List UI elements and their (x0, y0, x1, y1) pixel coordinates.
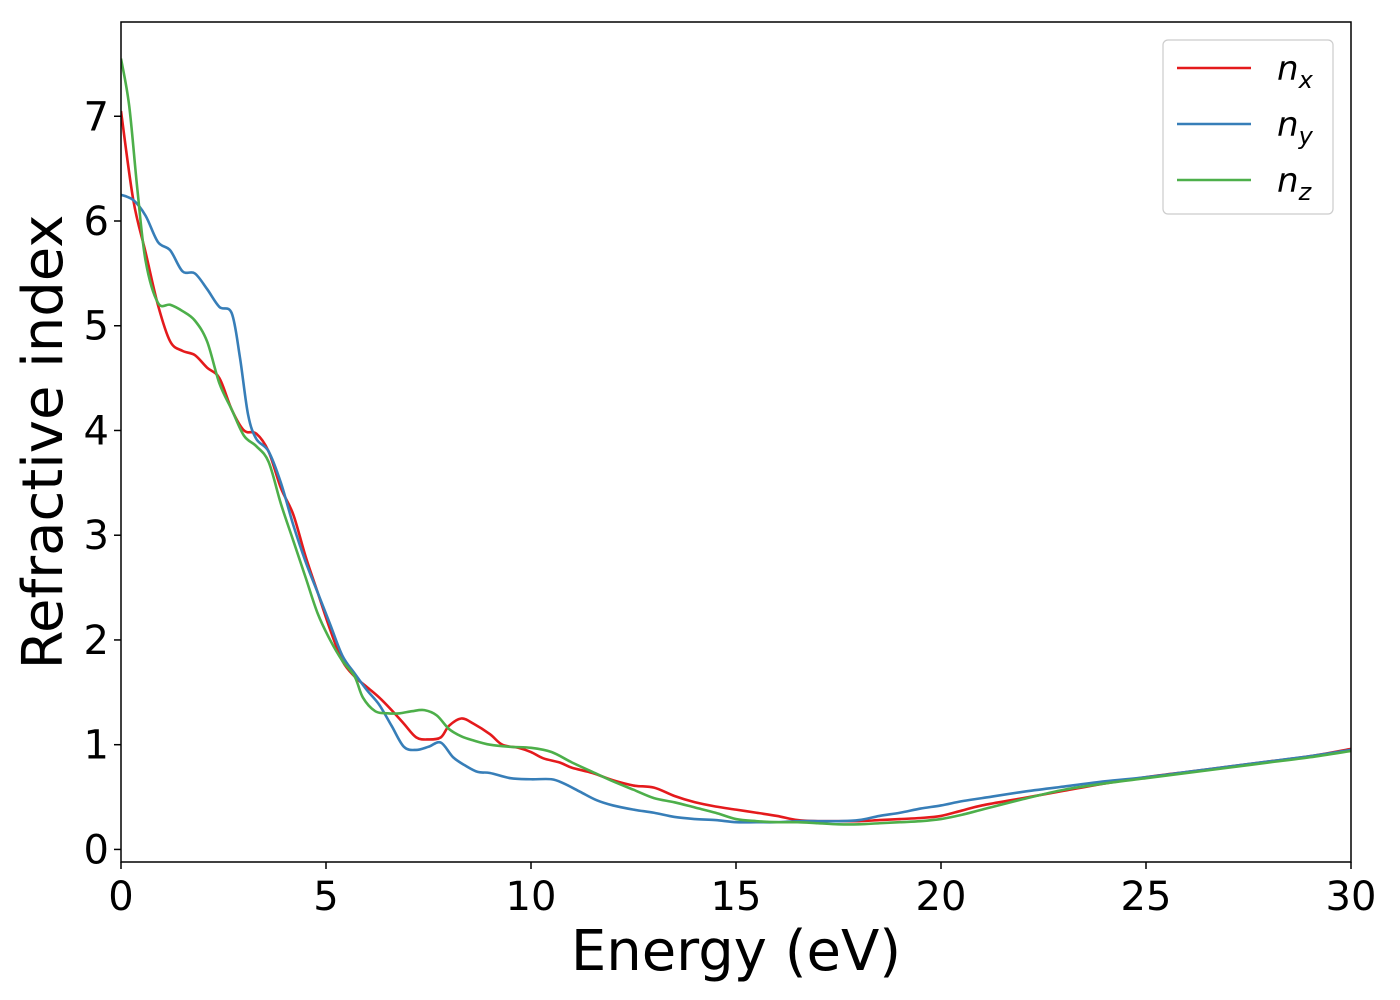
y-tick-label: 1 (84, 723, 109, 769)
legend-label-nx: nx (1277, 49, 1314, 94)
y-tick-label: 4 (84, 408, 109, 454)
legend-label-nz: nz (1277, 161, 1313, 206)
x-tick-label: 30 (1326, 874, 1377, 920)
ticks-layer: 0 5 10 15 20 25 30 0 1 2 3 4 5 6 7 (84, 94, 1377, 920)
x-axis-label: Energy (eV) (571, 919, 901, 984)
y-axis-label: Refractive index (11, 215, 76, 670)
y-tick-label: 5 (84, 304, 109, 350)
series-line-nz (121, 58, 1351, 826)
x-tick-label: 10 (506, 874, 557, 920)
series-layer (121, 58, 1351, 826)
legend-label-ny: ny (1277, 105, 1314, 150)
x-tick-label: 20 (916, 874, 967, 920)
y-tick-label: 6 (84, 199, 109, 245)
x-tick-label: 0 (108, 874, 133, 920)
y-tick-label: 3 (84, 513, 109, 559)
y-tick-label: 7 (84, 94, 109, 140)
y-tick-label: 0 (84, 827, 109, 873)
series-line-nx (121, 110, 1351, 823)
y-tick-label: 2 (84, 618, 109, 664)
legend: nx ny nz (1162, 39, 1334, 215)
x-tick-label: 25 (1121, 874, 1172, 920)
series-line-ny (121, 193, 1351, 824)
legend-box (1162, 39, 1334, 215)
x-tick-label: 15 (711, 874, 762, 920)
x-tick-label: 5 (313, 874, 338, 920)
